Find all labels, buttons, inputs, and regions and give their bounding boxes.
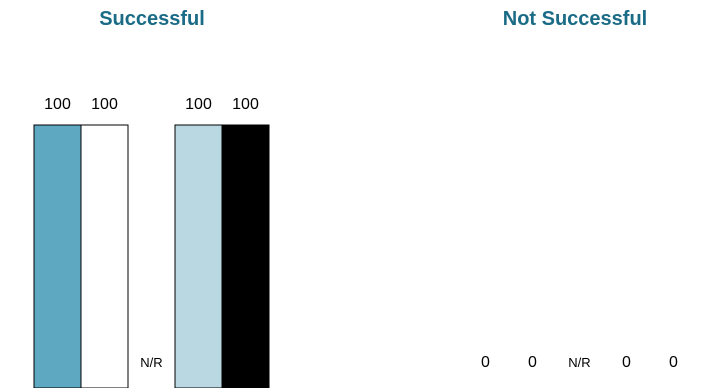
data-label-not-successful-1: 0 [528, 354, 537, 371]
data-label-not-successful-4: 0 [669, 354, 678, 371]
data-label-not-successful-3: 0 [622, 354, 631, 371]
group-title-not-successful: Not Successful [502, 8, 648, 30]
bar-successful-3 [174, 124, 223, 388]
group-title-successful: Successful [99, 8, 205, 30]
data-label-successful-4: 100 [232, 96, 259, 113]
data-label-successful-1: 100 [91, 96, 118, 113]
bar-successful-1 [80, 124, 129, 388]
data-label-successful-0: 100 [44, 96, 71, 113]
data-label-successful-2: N/R [140, 355, 162, 370]
bar-successful-4 [221, 124, 270, 388]
bar-successful-0 [33, 124, 82, 388]
data-label-not-successful-0: 0 [481, 354, 490, 371]
data-label-not-successful-2: N/R [568, 355, 590, 370]
data-label-successful-3: 100 [185, 96, 212, 113]
